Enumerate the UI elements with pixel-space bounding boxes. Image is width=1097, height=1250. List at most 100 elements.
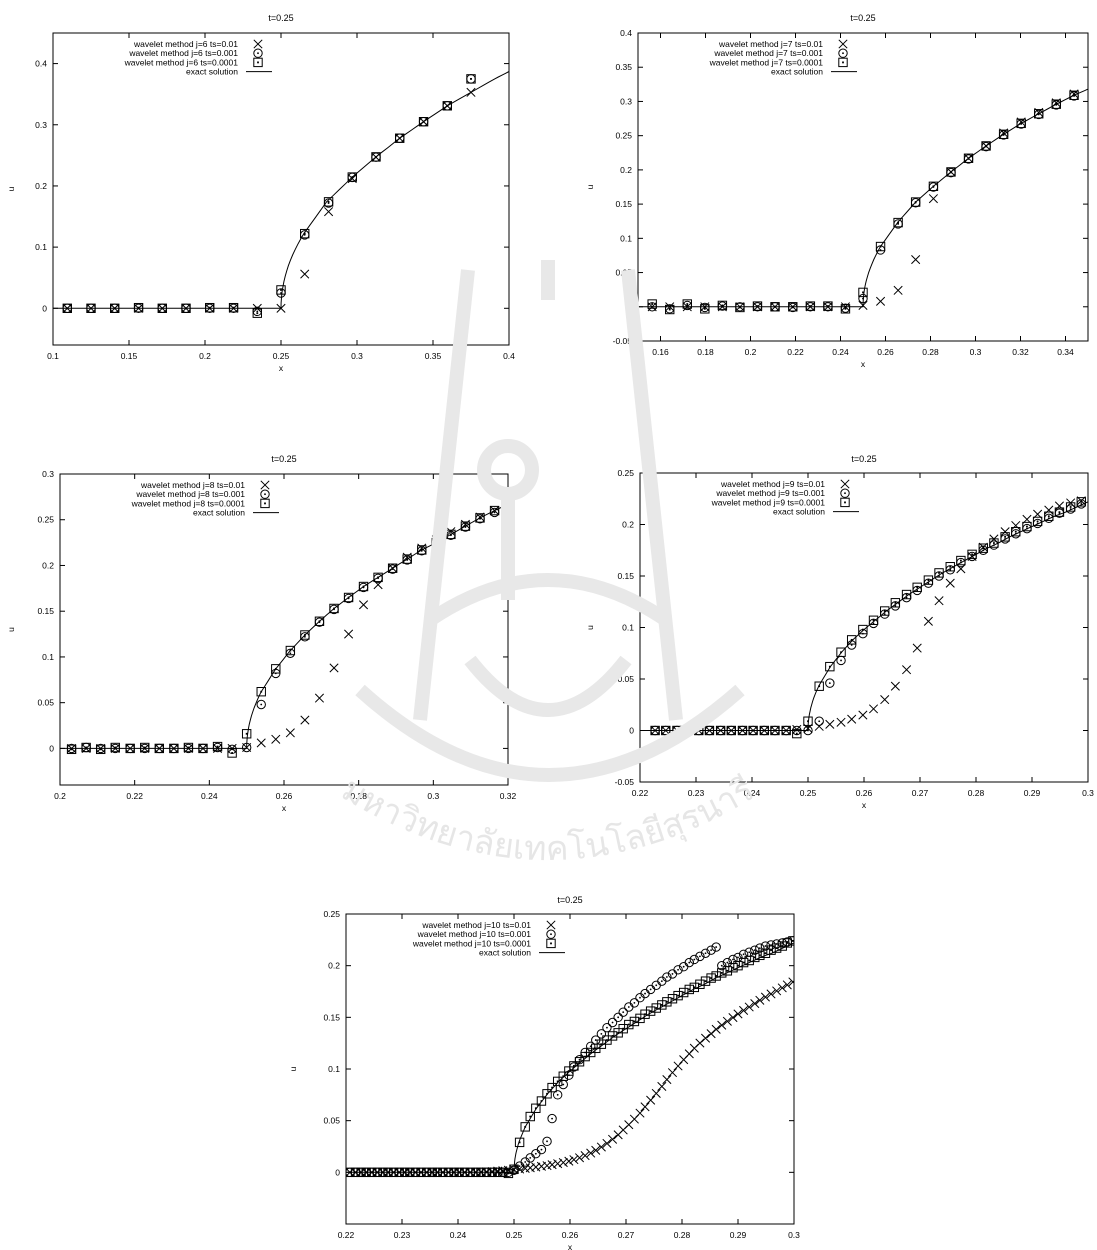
data-point-x [667,1068,678,1078]
x-tick-label: 0.18 [697,347,714,357]
data-point-square [372,1167,383,1178]
data-point-square [536,1096,547,1106]
x-tick-label: 0.28 [350,791,367,801]
data-point-x [728,1012,738,1023]
data-point-square [825,661,835,672]
data-point-square [893,217,903,228]
data-point-x [744,1002,754,1012]
legend-label: wavelet method j=8 ts=0.001 [135,489,245,499]
legend-label: exact solution [186,67,238,77]
x-tick-label: 0.24 [201,791,218,801]
data-point-x [934,596,944,606]
legend-label: exact solution [771,67,823,77]
legend-marker-square [546,938,556,949]
data-point-circle [695,951,705,962]
chart-title: t=0.25 [851,454,876,464]
x-tick-label: 0.1 [47,351,59,361]
data-point-square [981,141,991,151]
data-point-x [912,643,922,653]
exact-solution-line [53,71,509,309]
data-point-square [371,152,381,162]
data-point-square [673,990,683,1001]
data-point-square [967,549,977,560]
legend-label: wavelet method j=7 ts=0.0001 [709,57,824,67]
legend-marker-x [253,39,263,49]
data-point-square [323,197,334,207]
x-tick-label: 0.24 [744,788,761,798]
x-tick-label: 0.25 [506,1230,523,1240]
x-tick-label: 0.34 [1057,347,1074,357]
data-point-square [487,1167,497,1178]
legend-marker-circle [260,489,270,499]
y-tick-label: 0.3 [35,120,47,130]
x-tick-label: 0.35 [425,351,442,361]
data-point-square [212,741,223,752]
legend-marker-circle [546,929,556,939]
data-point-x [1044,505,1054,515]
data-point-square [657,1000,667,1010]
data-point-square [678,987,689,998]
data-point-square [928,181,939,192]
data-point-square [875,241,886,252]
data-point-square [624,1019,634,1030]
x-tick-label: 0.22 [787,347,804,357]
data-point-circle [766,940,776,950]
data-point-x [1000,527,1010,537]
data-point-square [836,647,846,657]
data-point-square [564,1066,574,1076]
legend-label: wavelet method j=9 ts=0.0001 [711,497,826,507]
series-square [62,74,476,318]
data-point-x [760,992,770,1002]
data-point-square [498,1167,508,1178]
data-point-x [717,1020,727,1030]
data-point-x [847,714,857,724]
series-square [647,90,1079,315]
data-point-square [901,589,912,600]
x-tick-label: 0.16 [652,347,669,357]
y-tick-label: -0.05 [615,777,635,787]
data-point-square [531,1103,541,1113]
data-point-square [241,729,252,739]
data-point-x [902,665,912,675]
y-axis-label: u [288,1066,298,1071]
data-point-square [443,1167,454,1178]
data-point-square [651,1003,661,1013]
x-tick-label: 0.27 [912,788,929,798]
data-point-square [717,300,728,311]
y-tick-label: 0.25 [615,131,632,141]
x-tick-label: 0.26 [856,788,873,798]
data-point-square [405,1167,415,1178]
data-point-square [547,1082,557,1093]
data-point-square [154,743,165,754]
data-point-square [868,615,879,625]
data-point-circle [846,640,857,650]
data-point-square [689,982,700,993]
y-tick-label: 0 [49,743,54,753]
data-point-square [520,1122,530,1132]
chart-j7: t=0.25 0.16 0.18 0.2 0.22 0.24 0.26 0.28 0.3 0.32… [585,13,1089,369]
data-point-square [181,303,191,313]
y-tick-label: 0.05 [615,268,632,278]
x-tick-label: 0.22 [632,788,649,798]
data-point-square [358,581,369,592]
data-point-square [1076,497,1086,507]
x-tick-label: 0.26 [562,1230,579,1240]
y-axis-label: u [585,184,595,189]
data-point-square [858,287,868,298]
x-tick-label: 0.22 [338,1230,355,1240]
data-point-square [227,748,237,758]
data-point-x [580,1151,590,1161]
data-point-square [346,1167,355,1178]
data-point-square [432,1167,442,1178]
data-point-circle [547,1113,557,1124]
data-point-square [910,197,921,207]
data-point-x [700,1033,711,1043]
data-point-square [695,979,705,989]
data-point-square [989,538,999,548]
data-point-square [759,725,770,736]
data-point-x [300,269,310,279]
